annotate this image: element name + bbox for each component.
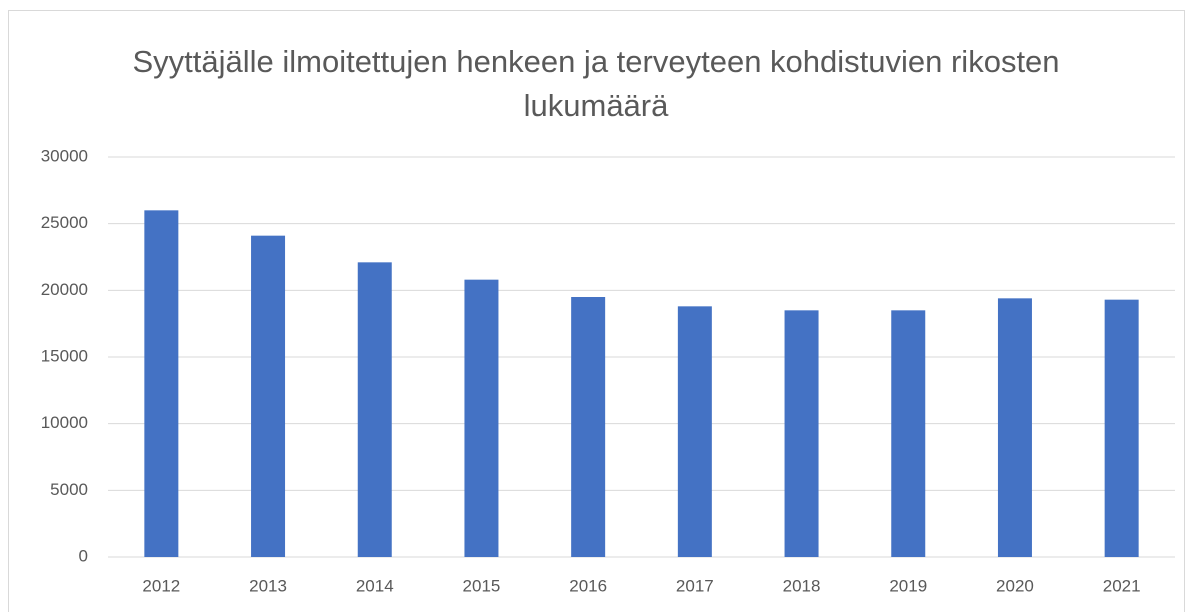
bar [144,210,179,558]
x-tick-label: 2015 [463,576,501,595]
x-tick-label: 2016 [569,576,607,595]
chart-title: Syyttäjälle ilmoitettujen henkeen ja ter… [132,44,1060,123]
bar [1104,299,1139,557]
x-tick-label: 2020 [996,576,1034,595]
x-tick-label: 2017 [676,576,714,595]
y-tick-label: 15000 [41,346,88,365]
x-tick-label: 2014 [356,576,394,595]
bar [571,297,606,557]
bar [464,279,499,557]
y-tick-label: 10000 [41,413,88,432]
bar [891,310,926,557]
bar [997,298,1032,557]
bar [251,235,286,557]
y-tick-label: 20000 [41,280,88,299]
y-tick-label: 30000 [41,146,88,165]
x-tick-label: 2019 [889,576,927,595]
y-tick-label: 0 [79,546,88,565]
y-tick-label: 25000 [41,213,88,232]
bar [677,306,712,557]
x-tick-label: 2012 [142,576,180,595]
bar [357,262,392,557]
bar [784,310,819,557]
y-tick-label: 5000 [50,480,88,499]
x-tick-label: 2013 [249,576,287,595]
x-tick-label: 2021 [1103,576,1141,595]
x-tick-label: 2018 [783,576,821,595]
chart-frame [8,10,1185,612]
